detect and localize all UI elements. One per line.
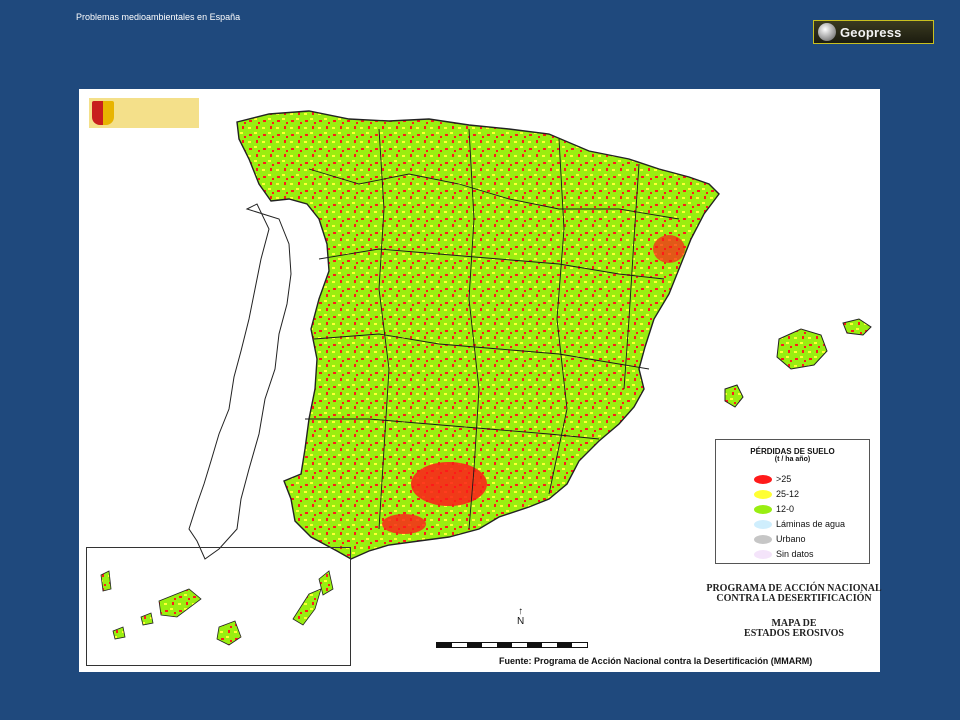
logo-text: Geopress <box>840 24 902 40</box>
legend-label-nodata: Sin datos <box>776 549 814 559</box>
island-la-palma <box>100 570 112 592</box>
map-title: MAPA DE ESTADOS EROSIVOS <box>694 619 894 639</box>
map-title-line-2: ESTADOS EROSIVOS <box>744 628 844 639</box>
ibiza <box>724 384 744 408</box>
program-line-1: PROGRAMA DE ACCIÓN NACIONAL <box>706 583 882 594</box>
map-title-line-1: MAPA DE <box>771 618 817 629</box>
legend-unit: (t / ha año) <box>774 456 811 463</box>
high-erosion-east <box>653 235 685 263</box>
map-source: Fuente: Programa de Acción Nacional cont… <box>499 656 813 666</box>
high-erosion-south <box>411 462 487 506</box>
north-arrow-glyph: ↑ <box>518 606 524 617</box>
legend-item-urban: Urbano <box>754 533 806 545</box>
north-label: N <box>517 616 525 627</box>
island-el-hierro <box>112 626 126 640</box>
legend-swatch-water <box>754 519 772 529</box>
legend-label-high: >25 <box>776 474 792 484</box>
map-legend: PÉRDIDAS DE SUELO (t / ha año) >25 25-12… <box>715 439 870 564</box>
canary-islands-inset <box>86 547 351 666</box>
province-borders <box>305 128 680 530</box>
menorca <box>842 318 872 336</box>
spain-mainland <box>236 110 720 560</box>
legend-swatch-urban <box>754 534 772 544</box>
high-erosion-cadiz <box>382 514 426 534</box>
globe-icon <box>818 23 836 41</box>
island-fuerteventura <box>292 588 322 626</box>
slide-title: Problemas medioambientales en España <box>76 12 241 22</box>
erosion-map: PÉRDIDAS DE SUELO (t / ha año) >25 25-12… <box>79 89 882 672</box>
program-title: PROGRAMA DE ACCIÓN NACIONAL CONTRA LA DE… <box>694 584 894 604</box>
portugal-outline <box>188 203 292 560</box>
island-lanzarote <box>318 570 334 596</box>
island-la-gomera <box>140 612 154 626</box>
coat-of-arms-icon <box>92 101 114 125</box>
legend-label-medium: 25-12 <box>776 489 800 499</box>
map-canvas <box>100 110 872 646</box>
legend-label-low: 12-0 <box>776 504 795 514</box>
legend-swatch-medium <box>754 489 772 499</box>
legend-item-nodata: Sin datos <box>754 548 814 560</box>
legend-swatch-nodata <box>754 549 772 559</box>
legend-item-medium: 25-12 <box>754 488 799 500</box>
legend-item-water: Láminas de agua <box>754 518 845 530</box>
legend-label-water: Láminas de agua <box>776 519 846 529</box>
legend-item-high: >25 <box>754 473 791 485</box>
legend-label-urban: Urbano <box>776 534 806 544</box>
legend-item-low: 12-0 <box>754 503 794 515</box>
legend-swatch-high <box>754 474 772 484</box>
geopress-logo: Geopress <box>813 20 934 44</box>
legend-title: PÉRDIDAS DE SUELO <box>750 447 835 456</box>
island-gran-canaria <box>216 620 242 646</box>
government-emblem <box>89 98 199 128</box>
island-tenerife <box>158 588 202 618</box>
scale-bar <box>436 642 588 648</box>
legend-swatch-low <box>754 504 772 514</box>
program-line-2: CONTRA LA DESERTIFICACIÓN <box>716 593 872 604</box>
mallorca <box>776 328 828 370</box>
north-arrow-icon: ↑ N <box>517 607 524 627</box>
